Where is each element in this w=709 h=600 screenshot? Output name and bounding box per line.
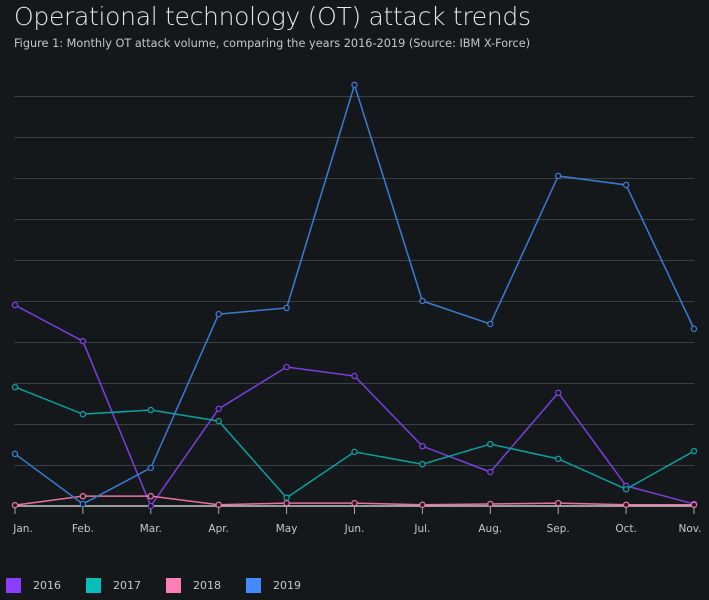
data-point-2017: [690, 447, 698, 455]
data-point-2019: [690, 325, 698, 333]
chart-subtitle: Figure 1: Monthly OT attack volume, comp…: [14, 37, 531, 50]
legend-swatch: [6, 578, 21, 593]
legend-label: 2018: [193, 579, 221, 592]
legend-label: 2019: [273, 579, 301, 592]
data-point-2019: [351, 81, 358, 89]
data-point-2018: [554, 499, 562, 507]
data-point-2018: [487, 500, 494, 508]
x-tick-label: Jul.: [413, 523, 430, 535]
data-point-2018: [79, 492, 87, 500]
legend-swatch: [86, 578, 101, 593]
data-point-2016: [79, 337, 87, 345]
legend-item-2019: 2019: [246, 578, 326, 593]
legend-swatch: [166, 578, 181, 593]
data-point-2018: [419, 501, 426, 509]
data-point-2017: [11, 383, 19, 391]
data-point-2018: [690, 501, 698, 509]
data-point-2019: [487, 320, 494, 328]
x-tick-label: Mar.: [140, 523, 162, 535]
data-point-2017: [147, 406, 155, 414]
data-point-2018: [283, 499, 290, 507]
x-tick-label: Sep.: [547, 523, 570, 535]
data-point-2019: [554, 172, 562, 180]
data-point-2017: [79, 410, 87, 418]
x-tick-label: Feb.: [72, 523, 94, 535]
x-tick-label: Nov.: [678, 523, 701, 535]
data-point-2018: [351, 499, 358, 507]
data-point-2017: [419, 460, 426, 468]
data-point-2016: [147, 502, 155, 510]
x-tick-label: Aug.: [478, 523, 502, 535]
chart-title: Operational technology (OT) attack trend…: [14, 2, 531, 31]
x-tick-label: Oct.: [615, 523, 637, 535]
data-point-2018: [215, 501, 222, 509]
data-point-2017: [487, 440, 494, 448]
data-point-2017: [283, 494, 290, 502]
data-point-2016: [11, 301, 19, 309]
legend-item-2018: 2018: [166, 578, 246, 593]
legend-label: 2017: [113, 579, 141, 592]
legend: 2016 2017 2018 2019: [6, 578, 326, 593]
data-point-2017: [554, 455, 562, 463]
data-point-2019: [419, 297, 426, 305]
data-point-2017: [351, 448, 358, 456]
data-point-2018: [622, 501, 630, 509]
data-point-2016: [215, 405, 222, 413]
data-point-2017: [622, 485, 630, 493]
data-point-2017: [215, 417, 222, 425]
series-line-2016: [14, 304, 695, 508]
series-line-2017: [14, 386, 695, 499]
x-tick-label: May: [276, 523, 298, 535]
line-chart: Jan. Feb. Mar. Apr. May Jun. Jul. Aug. Sep. Oct. N…: [11, 81, 702, 535]
data-point-2016: [554, 389, 562, 397]
x-tick-label: Apr.: [208, 523, 229, 535]
data-point-2019: [79, 500, 87, 508]
legend-swatch: [246, 578, 261, 593]
series-line-2019: [14, 82, 695, 505]
data-point-2016: [419, 442, 426, 450]
x-tick-label: Jan.: [12, 523, 33, 535]
data-point-2019: [622, 181, 630, 189]
data-point-2019: [215, 310, 222, 318]
data-point-2019: [147, 464, 155, 472]
data-point-2016: [283, 363, 290, 371]
data-point-2018: [11, 501, 19, 509]
legend-item-2016: 2016: [6, 578, 86, 593]
data-point-2016: [487, 468, 494, 476]
data-point-2019: [11, 450, 19, 458]
data-point-2016: [351, 372, 358, 380]
x-tick-label: Jun.: [344, 523, 365, 535]
legend-item-2017: 2017: [86, 578, 166, 593]
data-point-2019: [283, 304, 290, 312]
legend-label: 2016: [33, 579, 61, 592]
data-point-2018: [147, 492, 155, 500]
